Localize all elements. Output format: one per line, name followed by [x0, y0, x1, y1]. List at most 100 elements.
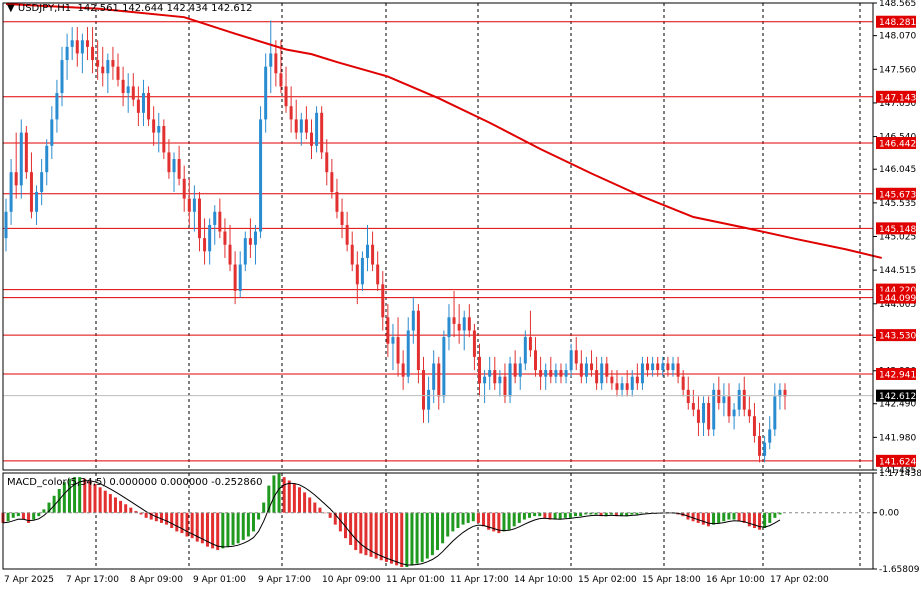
macd-bar [395, 512, 399, 566]
y-tick-label: 144.005 [879, 300, 916, 310]
candle-body [101, 66, 105, 74]
macd-y-tick-label: -1.65809 [879, 565, 920, 575]
macd-bar [139, 512, 143, 515]
candle-body [523, 337, 527, 364]
collapse-triangle-icon[interactable]: ▼ [7, 3, 18, 14]
macd-bar [436, 512, 440, 551]
candle-body [574, 350, 578, 364]
macd-bar [522, 512, 526, 520]
candle-body [24, 132, 28, 173]
macd-bar [52, 495, 56, 513]
candle-body [203, 238, 207, 252]
candle-body [91, 46, 95, 61]
x-tick-label: 9 Apr 01:00 [193, 575, 246, 585]
candle-body [513, 363, 517, 377]
candle-body [233, 264, 237, 291]
candle-body [345, 224, 349, 245]
y-tick-label: 148.565 [879, 0, 916, 9]
y-tick-label: 144.515 [879, 266, 916, 276]
macd-bar [16, 512, 20, 517]
candle-body [152, 119, 156, 133]
candle-body [136, 99, 140, 113]
candle-body [503, 376, 507, 397]
candle-body [157, 126, 161, 133]
macd-bar [446, 512, 450, 537]
macd-bar [747, 512, 751, 527]
candle-body [106, 60, 110, 74]
candle-body [172, 158, 176, 173]
candle-body [269, 53, 273, 67]
candle-body [376, 264, 380, 285]
candle-body [411, 310, 415, 331]
macd-bar [589, 512, 593, 515]
level-tag-label: 146.442 [879, 140, 916, 150]
macd-bar [614, 512, 618, 517]
candle-body [335, 191, 339, 212]
macd-bar [390, 512, 393, 564]
candle-body [758, 436, 762, 456]
macd-bar [594, 512, 598, 515]
macd-frame [2, 472, 874, 570]
macd-bar [430, 512, 434, 556]
macd-bar [441, 512, 445, 544]
candle-body [569, 350, 573, 371]
candle-body [610, 376, 614, 384]
level-tag [876, 137, 916, 150]
y-tick-label: 147.050 [879, 99, 916, 109]
symbol-label: USDJPY,H1 [17, 3, 72, 14]
candle-body [508, 363, 512, 397]
candle-body [243, 238, 247, 265]
candle-body [442, 337, 446, 397]
macd-bar [752, 512, 756, 529]
candle-body [763, 442, 767, 456]
candle-body [427, 389, 431, 410]
macd-bar [466, 512, 470, 523]
y-tick-label: 145.535 [879, 199, 916, 209]
candle-body [462, 317, 466, 331]
candle-body [121, 79, 125, 94]
candle-body [625, 383, 629, 390]
level-tag-label: 145.673 [879, 190, 916, 200]
y-tick-label: 141.485 [879, 466, 916, 476]
price-axis: 148.565148.070147.560147.050146.540146.0… [873, 0, 916, 476]
horizontal-levels [3, 21, 873, 462]
candle-body [29, 172, 33, 212]
macd-bar [83, 478, 87, 513]
y-tick-label: 141.980 [879, 433, 916, 443]
macd-bar [599, 512, 603, 517]
level-tag-label: 148.281 [879, 18, 916, 28]
macd-bar [159, 512, 163, 523]
candle-body [197, 198, 201, 239]
x-tick-label: 15 Apr 18:00 [642, 575, 701, 585]
candle-body [350, 244, 354, 265]
macd-bar [400, 512, 404, 568]
candle-body [467, 317, 471, 331]
level-tag [876, 329, 916, 342]
macd-bar [717, 512, 721, 523]
moving-average-line [5, 2, 882, 259]
ohlc-label: 142.561 142.644 142.434 142.612 [77, 3, 253, 14]
candle-body [640, 363, 644, 384]
macd-bar [149, 512, 153, 520]
level-tag-label: 144.099 [879, 294, 916, 304]
candle-body [386, 317, 390, 344]
macd-histogram [1, 473, 782, 568]
macd-bar [420, 512, 424, 562]
macd-bar [548, 512, 552, 520]
macd-bar [379, 512, 383, 561]
macd-bar [727, 512, 731, 520]
macd-bar [93, 483, 97, 513]
candle-body [208, 224, 212, 252]
macd-bar [630, 512, 634, 515]
candle-body [279, 73, 283, 87]
candle-body [422, 370, 426, 410]
candle-body [259, 119, 263, 232]
macd-bar [42, 509, 46, 513]
y-tick-label: 148.070 [879, 32, 916, 42]
macd-bar [492, 512, 496, 532]
macd-bar [425, 512, 429, 559]
candle-body [747, 409, 751, 417]
candle-body [65, 46, 69, 61]
candle-body [528, 337, 532, 351]
